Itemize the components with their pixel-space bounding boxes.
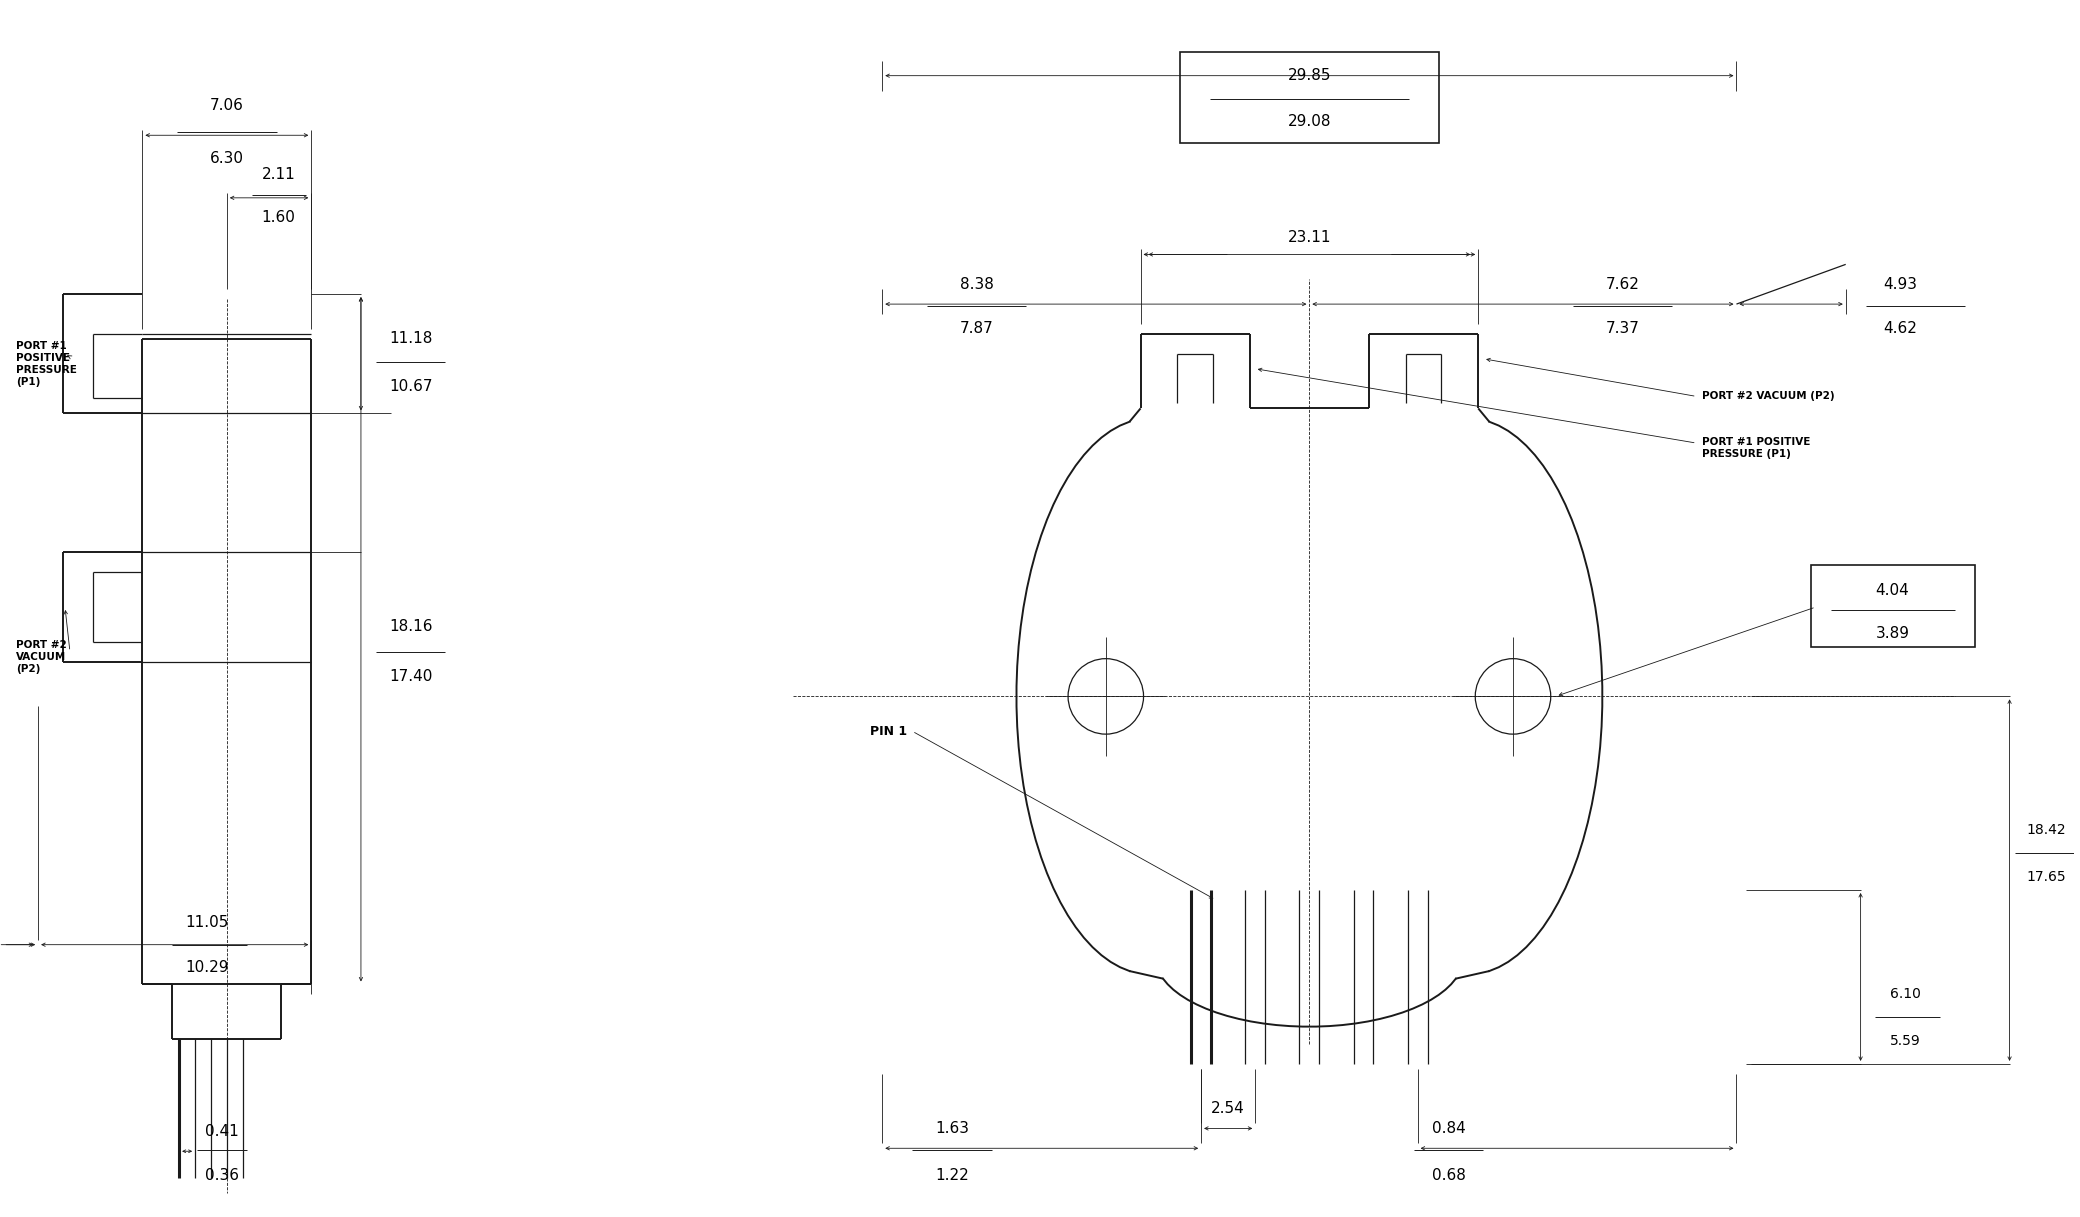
Text: 4.62: 4.62	[1882, 321, 1918, 336]
Text: 8.38: 8.38	[959, 276, 994, 292]
Text: 6.10: 6.10	[1891, 987, 1920, 1002]
Text: 0.84: 0.84	[1431, 1121, 1464, 1135]
Text: 23.11: 23.11	[1288, 230, 1331, 245]
FancyBboxPatch shape	[1812, 566, 1974, 646]
Text: 7.06: 7.06	[210, 97, 243, 113]
Text: 4.04: 4.04	[1876, 583, 1909, 598]
Text: 5.59: 5.59	[1891, 1034, 1920, 1048]
Text: 0.41: 0.41	[206, 1123, 239, 1139]
Text: 18.16: 18.16	[389, 619, 433, 634]
Text: 4.93: 4.93	[1882, 276, 1918, 292]
Text: 10.67: 10.67	[389, 378, 433, 394]
Text: 10.29: 10.29	[185, 960, 229, 975]
Text: 7.62: 7.62	[1606, 276, 1639, 292]
Text: PORT #2
VACUUM
(P2): PORT #2 VACUUM (P2)	[17, 640, 67, 674]
Text: 0.68: 0.68	[1431, 1167, 1466, 1183]
Text: 2.11: 2.11	[262, 168, 295, 183]
Text: 18.42: 18.42	[2026, 824, 2065, 837]
FancyBboxPatch shape	[1179, 52, 1439, 144]
Text: 6.30: 6.30	[210, 151, 243, 166]
Text: 11.05: 11.05	[185, 915, 229, 930]
Text: PORT #1
POSITIVE
PRESSURE
(P1): PORT #1 POSITIVE PRESSURE (P1)	[17, 341, 77, 387]
Text: 0.36: 0.36	[206, 1167, 239, 1183]
Text: PIN 1: PIN 1	[869, 724, 907, 738]
Text: PORT #1 POSITIVE
PRESSURE (P1): PORT #1 POSITIVE PRESSURE (P1)	[1701, 437, 1810, 459]
Text: 11.18: 11.18	[389, 331, 433, 347]
Text: 29.85: 29.85	[1288, 68, 1331, 83]
Text: 7.87: 7.87	[959, 321, 994, 336]
Text: PORT #2 VACUUM (P2): PORT #2 VACUUM (P2)	[1701, 392, 1835, 402]
Text: 1.22: 1.22	[936, 1167, 969, 1183]
Text: 17.40: 17.40	[389, 669, 433, 684]
Text: 7.37: 7.37	[1606, 321, 1639, 336]
Text: 17.65: 17.65	[2026, 870, 2065, 884]
Text: 29.08: 29.08	[1288, 114, 1331, 129]
Text: 1.63: 1.63	[934, 1121, 969, 1135]
Text: 2.54: 2.54	[1211, 1101, 1246, 1116]
Text: 3.89: 3.89	[1876, 627, 1909, 641]
Text: 1.60: 1.60	[262, 211, 295, 225]
